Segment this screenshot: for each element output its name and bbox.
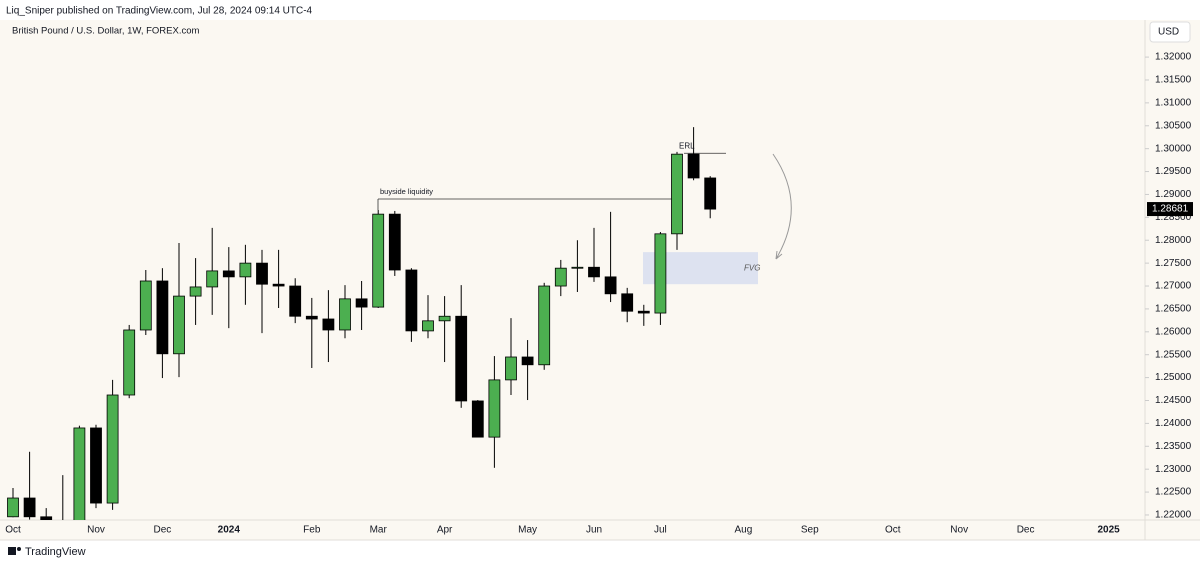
- candle-body: [654, 233, 667, 314]
- x-tick-label: Apr: [437, 525, 453, 536]
- candle-body: [339, 298, 351, 331]
- candle-body: [7, 497, 19, 518]
- candle-body: [289, 285, 302, 317]
- y-tick-label: 1.25500: [1155, 349, 1192, 360]
- candle-body: [471, 400, 484, 438]
- y-tick-label: 1.23000: [1155, 464, 1192, 475]
- candle-body: [189, 286, 202, 297]
- candle-body: [305, 315, 318, 320]
- candle-body: [388, 213, 401, 271]
- x-tick-label: May: [518, 525, 537, 536]
- candle-body: [505, 356, 517, 381]
- x-tick-label: 2025: [1097, 525, 1120, 536]
- candle-body: [222, 270, 235, 278]
- publisher: Liq_Sniper published on TradingView.com,…: [6, 6, 313, 17]
- candle-body: [372, 213, 385, 308]
- chart-title: British Pound / U.S. Dollar, 1W, FOREX.c…: [12, 26, 200, 37]
- candle-body: [139, 280, 152, 331]
- logo-mark: [8, 547, 16, 555]
- candle-body: [521, 356, 534, 366]
- x-tick-label: Jul: [654, 525, 667, 536]
- last-price-label: 1.28681: [1152, 204, 1189, 215]
- x-tick-label: Sep: [801, 525, 819, 536]
- buyside-label: buyside liquidity: [380, 187, 433, 196]
- y-tick-label: 1.29000: [1155, 189, 1192, 200]
- candle-body: [239, 262, 252, 278]
- logo: [8, 547, 21, 555]
- x-tick-label: Nov: [87, 525, 105, 536]
- y-tick-label: 1.27000: [1155, 281, 1192, 292]
- x-tick-label: Jun: [586, 525, 602, 536]
- y-tick-label: 1.26000: [1155, 326, 1192, 337]
- y-tick-label: 1.31000: [1155, 98, 1192, 109]
- candle-body: [206, 270, 219, 288]
- y-tick-label: 1.31500: [1155, 75, 1192, 86]
- plot: [7, 127, 792, 520]
- candle-body: [554, 267, 567, 287]
- candle-body: [123, 329, 136, 396]
- erl-label: ERL: [679, 141, 695, 150]
- y-tick-label: 1.24000: [1155, 418, 1192, 429]
- candle-body: [405, 269, 418, 332]
- y-tick-label: 1.22000: [1155, 510, 1192, 521]
- y-tick-label: 1.27500: [1155, 258, 1192, 269]
- candle-body: [438, 315, 451, 322]
- candle-body: [704, 177, 717, 210]
- candle-body: [322, 318, 335, 331]
- x-tick-label: Oct: [885, 525, 901, 536]
- candle-body: [272, 283, 285, 287]
- candle-body: [90, 427, 102, 504]
- candle-body: [106, 394, 119, 504]
- candle-body: [40, 516, 53, 520]
- candle-body: [671, 153, 683, 235]
- candle-body: [687, 153, 700, 179]
- candle-body: [156, 280, 169, 355]
- y-tick-label: 1.28000: [1155, 235, 1192, 246]
- candle-body: [637, 310, 650, 314]
- x-tick-label: Feb: [303, 525, 321, 536]
- candle-body: [588, 266, 600, 278]
- x-tick-label: Aug: [735, 525, 753, 536]
- currency: USD: [1158, 27, 1179, 38]
- y-tick-label: 1.22500: [1155, 487, 1192, 498]
- candle-body: [538, 285, 551, 366]
- candle-body: [173, 295, 185, 355]
- candle-body: [455, 315, 468, 402]
- y-tick-label: 1.30500: [1155, 120, 1192, 131]
- y-tick-label: 1.23500: [1155, 441, 1192, 452]
- candle-body: [571, 266, 584, 269]
- candle-body: [488, 379, 501, 438]
- y-tick-label: 1.26500: [1155, 304, 1192, 315]
- x-tick-label: Dec: [154, 525, 172, 536]
- fvg-label: FVG: [744, 263, 760, 272]
- x-tick-label: Mar: [370, 525, 388, 536]
- x-tick-label: 2024: [218, 525, 241, 536]
- x-tick-label: Nov: [950, 525, 968, 536]
- candle-body: [604, 276, 617, 295]
- candle-body: [256, 262, 268, 285]
- y-tick-label: 1.25000: [1155, 372, 1192, 383]
- y-tick-label: 1.30000: [1155, 143, 1192, 154]
- y-tick-label: 1.24500: [1155, 395, 1192, 406]
- x-tick-label: Dec: [1017, 525, 1035, 536]
- plot-bg: [0, 20, 1200, 540]
- candle-body: [621, 293, 634, 312]
- candle-body: [355, 298, 368, 308]
- y-tick-label: 1.29500: [1155, 166, 1192, 177]
- y-tick-label: 1.32000: [1155, 52, 1192, 63]
- candle-body: [422, 320, 434, 332]
- brand: TradingView: [25, 546, 86, 558]
- logo-mark: [17, 547, 21, 551]
- y-tick-label: 1.28500: [1155, 212, 1192, 223]
- currency-box[interactable]: [1149, 21, 1191, 43]
- last-price-tag: [1147, 202, 1193, 217]
- candle-body: [23, 497, 36, 518]
- arrow: [772, 153, 792, 260]
- x-tick-label: Oct: [5, 525, 21, 536]
- candle-body: [73, 427, 86, 520]
